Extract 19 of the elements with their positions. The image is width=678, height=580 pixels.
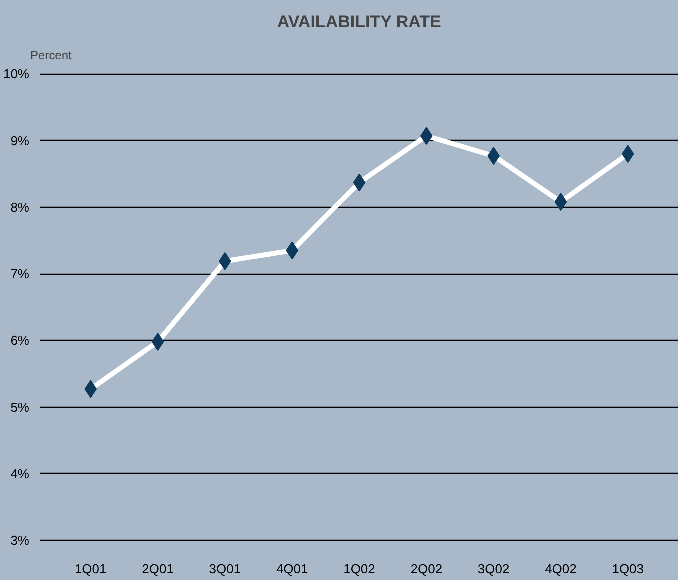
x-tick-label: 3Q02 [478, 562, 510, 576]
x-tick-label: 2Q02 [410, 562, 443, 576]
x-tick-label: 1Q01 [74, 562, 107, 576]
chart-title: AVAILABILITY RATE [277, 12, 442, 32]
y-tick-label: 5% [10, 400, 30, 415]
y-tick-label: 3% [10, 533, 30, 548]
x-tick-label: 3Q01 [209, 562, 242, 576]
x-tick-label: 2Q01 [142, 562, 174, 576]
x-tick-label: 4Q01 [276, 562, 308, 576]
y-tick-label: 10% [3, 66, 30, 82]
x-tick-label: 4Q02 [545, 562, 577, 576]
x-tick-label: 1Q02 [344, 562, 376, 576]
y-tick-label: 6% [10, 333, 30, 348]
y-tick-label: 9% [10, 133, 30, 148]
y-tick-label: 8% [10, 200, 30, 215]
y-tick-label: 4% [10, 466, 30, 482]
y-axis-title: Percent [30, 48, 73, 62]
y-tick-label: 7% [10, 266, 30, 282]
x-tick-label: 1Q03 [612, 562, 644, 576]
